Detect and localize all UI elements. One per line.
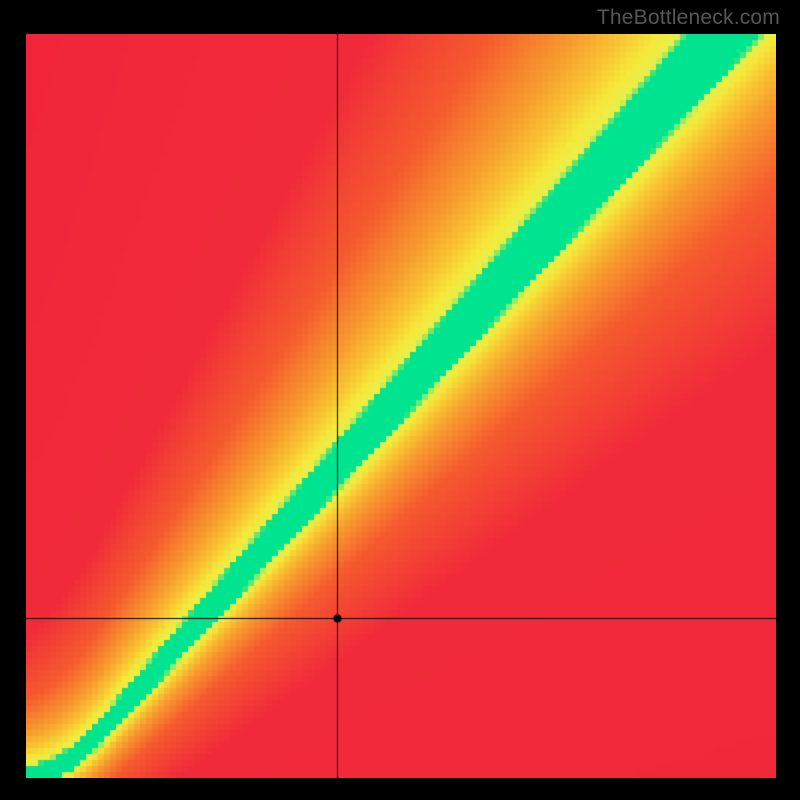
watermark-text: TheBottleneck.com <box>597 6 780 30</box>
root-container: TheBottleneck.com <box>0 0 800 800</box>
bottleneck-heatmap <box>26 34 776 778</box>
heatmap-canvas <box>26 34 776 778</box>
